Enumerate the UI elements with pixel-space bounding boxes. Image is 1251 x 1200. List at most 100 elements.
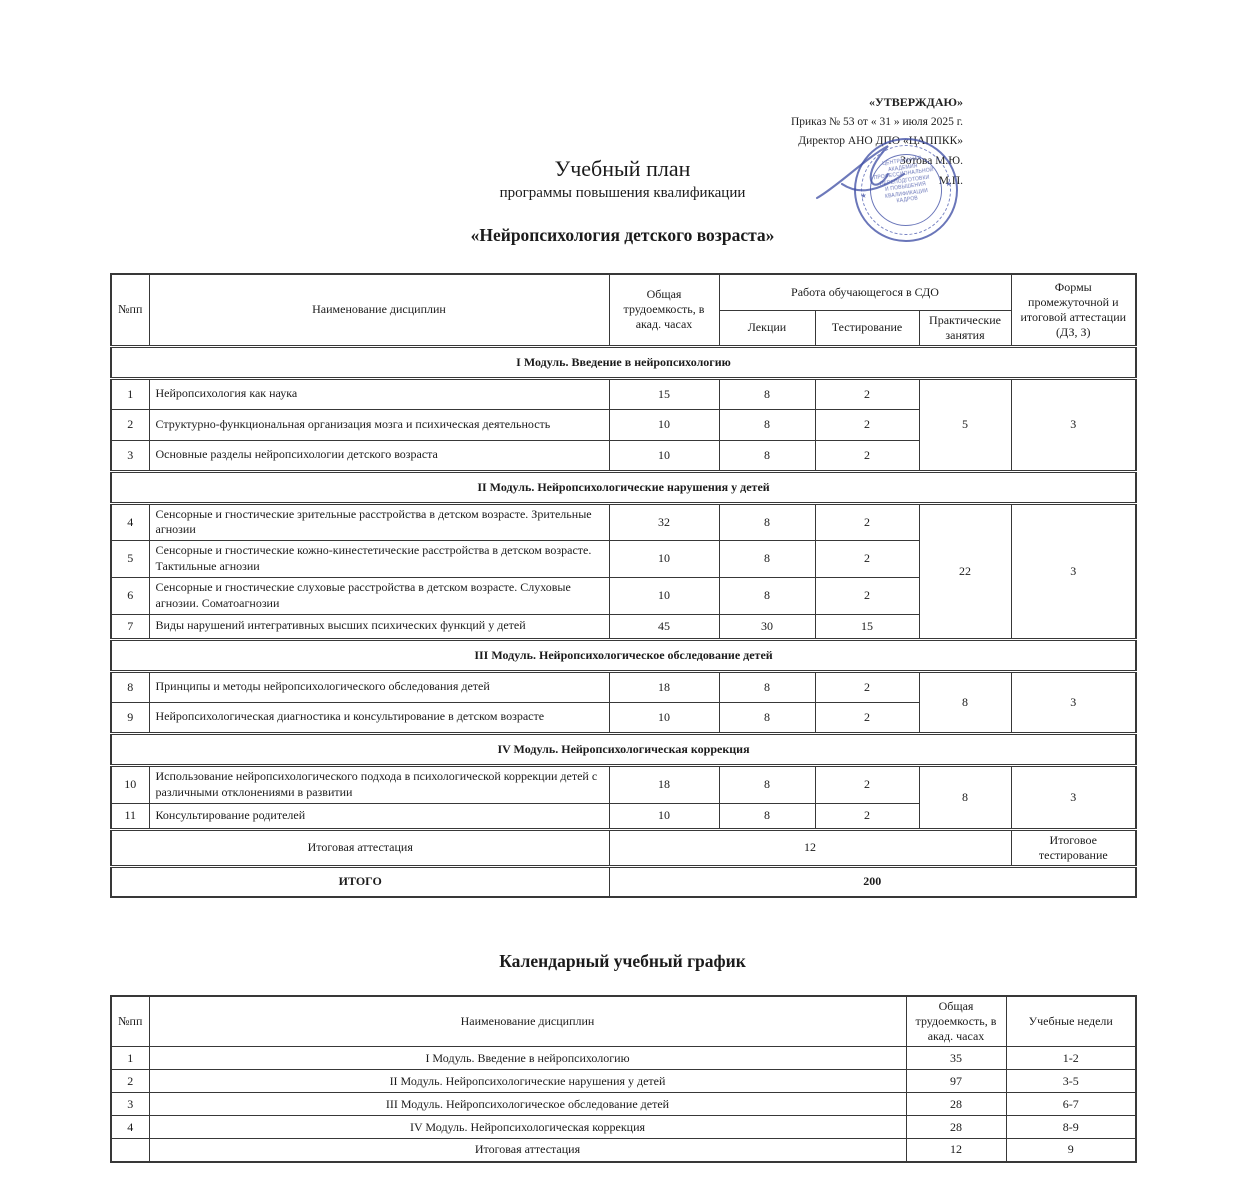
module-name: III Модуль. Нейропсихологическое обследо… [148,1092,907,1117]
discipline-name: Сенсорные и гностические кожно-кинестети… [148,539,610,578]
column-header-lectures: Лекции [718,309,816,347]
row-number: 9 [110,701,150,734]
column-header-npp: №пп [110,995,150,1048]
study-weeks: 8-9 [1005,1115,1137,1140]
approval-block: «УТВЕРЖДАЮ» Приказ № 53 от « 31 » июля 2… [791,92,963,192]
hours-testing: 2 [814,764,920,804]
calendar-title: Календарный учебный график [499,951,746,972]
column-header-sdo: Работа обучающегося в СДО [718,273,1012,311]
row-number: 10 [110,764,150,804]
hours-testing: 2 [814,576,920,615]
final-attestation-hours: 12 [608,827,1012,867]
column-header-weeks: Учебные недели [1005,995,1137,1048]
hours-total: 15 [608,377,720,410]
hours-total: 35 [905,1046,1007,1071]
discipline-name: Структурно-функциональная организация мо… [148,408,610,441]
module-name: IV Модуль. Нейропсихологическая коррекци… [148,1115,907,1140]
row-number: 8 [110,670,150,703]
page-title: Учебный план [554,156,691,181]
row-number: 3 [110,1092,150,1117]
hours-lectures: 8 [718,701,816,734]
column-header-name: Наименование дисциплин [148,995,907,1048]
row-number: 5 [110,539,150,578]
hours-total: 10 [608,408,720,441]
attestation-form-merged: 3 [1010,502,1137,640]
column-header-practice: Практические занятия [918,309,1012,347]
hours-lectures: 30 [718,613,816,640]
hours-lectures: 8 [718,439,816,472]
row-number: 4 [110,502,150,541]
module-title: IV Модуль. Нейропсихологическая коррекци… [110,731,1137,767]
module-name: II Модуль. Нейропсихологические нарушени… [148,1069,907,1094]
hours-total: 28 [905,1115,1007,1140]
hours-lectures: 8 [718,377,816,410]
discipline-name: Виды нарушений интегративных высших псих… [148,613,610,640]
attestation-form-merged: 3 [1010,670,1137,734]
hours-total: 10 [608,539,720,578]
hours-total: 45 [608,613,720,640]
hours-testing: 2 [814,539,920,578]
hours-total: 32 [608,502,720,541]
hours-total: 97 [905,1069,1007,1094]
discipline-name: Сенсорные и гностические зрительные расс… [148,502,610,541]
discipline-name: Использование нейропсихологического подх… [148,764,610,804]
signature-flourish [840,172,906,192]
hours-testing: 2 [814,439,920,472]
calendar-row: Итоговая аттестация 12 9 [110,1138,1137,1163]
hours-total: 28 [905,1092,1007,1117]
hours-practice-merged: 8 [918,764,1012,830]
column-header-total: Общая трудоемкость, в акад. часах [608,273,720,347]
discipline-name: Сенсорные и гностические слуховые расстр… [148,576,610,615]
hours-total: 10 [608,802,720,830]
hours-lectures: 8 [718,502,816,541]
row-number: 11 [110,802,150,830]
calendar-row: 1 I Модуль. Введение в нейропсихологию 3… [110,1046,1137,1071]
calendar-table: №пп Наименование дисциплин Общая трудоем… [110,995,1137,1163]
module-name: Итоговая аттестация [148,1138,907,1163]
approval-director-name: Зотова М.Ю. [899,155,963,168]
hours-total: 18 [608,764,720,804]
hours-total: 10 [608,701,720,734]
hours-testing: 2 [814,502,920,541]
study-weeks: 9 [1005,1138,1137,1163]
calendar-row: 4 IV Модуль. Нейропсихологическая коррек… [110,1115,1137,1140]
hours-testing: 2 [814,670,920,703]
hours-practice-merged: 8 [918,670,1012,734]
discipline-name: Нейропсихология как наука [148,377,610,410]
final-attestation-label: Итоговая аттестация [110,827,610,867]
grand-total-label: ИТОГО [110,864,610,898]
discipline-name: Консультирование родителей [148,802,610,830]
column-header-forms: Формы промежуточной и итоговой аттестаци… [1010,273,1137,347]
hours-total: 12 [905,1138,1007,1163]
row-number: 1 [110,1046,150,1071]
study-weeks: 1-2 [1005,1046,1137,1071]
row-number: 2 [110,408,150,441]
module-name: I Модуль. Введение в нейропсихологию [148,1046,907,1071]
hours-testing: 2 [814,701,920,734]
study-weeks: 3-5 [1005,1069,1137,1094]
row-number [110,1138,150,1163]
final-attestation-form: Итоговое тестирование [1010,827,1137,867]
approval-director-line: Директор АНО ДПО «ЦАППКК» [798,135,963,148]
module-title: I Модуль. Введение в нейропсихологию [110,344,1137,380]
hours-total: 10 [608,576,720,615]
hours-lectures: 8 [718,764,816,804]
approval-order-line: Приказ № 53 от « 31 » июля 2025 г. [790,115,963,128]
hours-lectures: 8 [718,670,816,703]
attestation-form-merged: 3 [1010,377,1137,472]
row-number: 6 [110,576,150,615]
calendar-row: 3 III Модуль. Нейропсихологическое обсле… [110,1092,1137,1117]
attestation-form-merged: 3 [1010,764,1137,830]
row-number: 4 [110,1115,150,1140]
discipline-name: Нейропсихологическая диагностика и консу… [148,701,610,734]
program-title: «Нейропсихология детского возраста» [470,225,775,245]
column-header-total: Общая трудоемкость, в акад. часах [905,995,1007,1048]
hours-testing: 15 [814,613,920,640]
hours-practice-merged: 5 [918,377,1012,472]
row-number: 1 [110,377,150,410]
signature-icon [815,145,906,200]
hours-lectures: 8 [718,539,816,578]
row-number: 2 [110,1069,150,1094]
document-content: Учебный план программы повышения квалифи… [110,0,1138,1163]
row-number: 7 [110,613,150,640]
